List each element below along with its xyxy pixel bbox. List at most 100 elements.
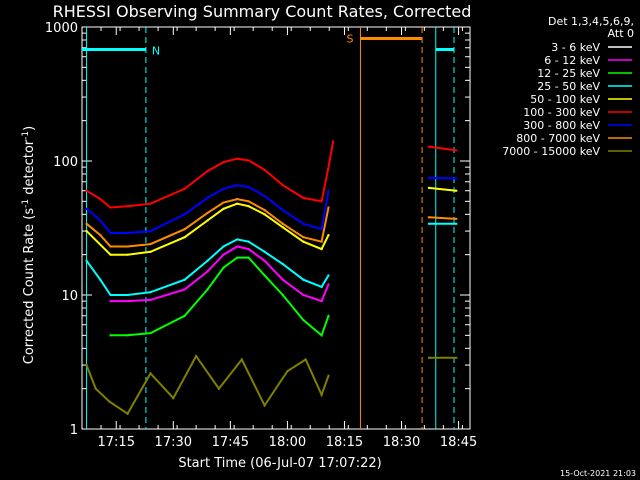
series-line-5 [428, 145, 457, 152]
data-point-8 [217, 387, 220, 390]
data-point-3 [302, 278, 305, 281]
x-tick-label: 17:30 [155, 435, 192, 450]
data-point-2 [302, 319, 305, 322]
data-point-4 [455, 189, 458, 192]
data-point-4 [302, 240, 305, 243]
data-point-3 [222, 245, 225, 248]
data-point-1 [281, 278, 284, 281]
data-point-5 [206, 170, 209, 173]
data-point-7 [281, 222, 284, 225]
data-point-3 [427, 222, 430, 225]
legend-entry-label: 100 - 300 keV [523, 106, 600, 119]
data-point-1 [222, 253, 225, 256]
data-point-3 [281, 263, 284, 266]
x-tick-label: 18:30 [383, 435, 420, 450]
data-point-4 [236, 202, 239, 205]
legend-entry-label: 12 - 25 keV [537, 67, 600, 80]
data-point-4 [126, 253, 129, 256]
data-point-7 [302, 236, 305, 239]
legend-entry-label: 6 - 12 keV [544, 54, 600, 67]
data-point-8 [108, 400, 111, 403]
x-tick-label: 17:45 [212, 435, 249, 450]
data-point-2 [247, 256, 250, 259]
data-point-8 [85, 364, 88, 367]
data-point-7 [327, 206, 330, 209]
data-point-5 [85, 189, 88, 192]
data-point-8 [149, 372, 152, 375]
data-point-2 [327, 314, 330, 317]
data-point-6 [206, 196, 209, 199]
data-point-8 [304, 358, 307, 361]
data-point-3 [206, 259, 209, 262]
data-point-6 [149, 230, 152, 233]
series-line-8 [85, 354, 330, 416]
data-point-8 [286, 370, 289, 373]
data-point-6 [327, 189, 330, 192]
y-tick-label: 100 [53, 155, 78, 170]
data-point-4 [149, 250, 152, 253]
y-axis-label: Corrected Count Rate (s-1 detector-1) [21, 126, 37, 364]
data-point-5 [320, 200, 323, 203]
data-point-3 [247, 240, 250, 243]
data-point-7 [263, 209, 266, 212]
y-tick-label: 10 [61, 289, 78, 304]
data-point-8 [126, 412, 129, 415]
data-point-2 [149, 332, 152, 335]
data-point-4 [85, 230, 88, 233]
data-point-4 [427, 186, 430, 189]
data-point-3 [183, 278, 186, 281]
data-point-4 [183, 236, 186, 239]
data-point-2 [320, 334, 323, 337]
data-point-3 [263, 250, 266, 253]
legend-entry-label: 25 - 50 keV [537, 80, 600, 93]
data-point-6 [455, 177, 458, 180]
data-point-5 [263, 168, 266, 171]
data-point-2 [206, 288, 209, 291]
data-point-0 [281, 323, 284, 326]
y-tick-label: 1000 [45, 21, 78, 36]
data-point-5 [222, 161, 225, 164]
data-point-0 [263, 294, 266, 296]
data-point-3 [109, 294, 112, 296]
data-point-2 [263, 274, 266, 277]
data-point-7 [236, 198, 239, 201]
data-point-7 [85, 222, 88, 225]
data-point-7 [455, 217, 458, 220]
x-tick-label: 17:15 [98, 435, 135, 450]
data-point-5 [149, 202, 152, 205]
data-point-5 [281, 184, 284, 187]
data-point-6 [427, 176, 430, 179]
data-point-4 [206, 219, 209, 222]
svg-text:Corrected Count Rate (s-1 dete: Corrected Count Rate (s-1 detector-1) [21, 126, 37, 364]
data-point-5 [427, 145, 430, 148]
data-point-8 [263, 404, 266, 407]
data-point-6 [183, 213, 186, 216]
data-point-5 [327, 166, 330, 169]
saa-label: S [346, 33, 353, 46]
data-point-1 [109, 300, 112, 303]
x-tick-label: 18:15 [326, 435, 363, 450]
legend-header: Att 0 [608, 27, 634, 40]
data-point-5 [247, 159, 250, 162]
data-point-7 [149, 243, 152, 246]
data-point-3 [320, 285, 323, 288]
data-point-1 [126, 300, 129, 303]
data-point-8 [455, 356, 458, 359]
data-point-5 [109, 206, 112, 209]
data-point-6 [263, 194, 266, 197]
data-point-6 [126, 232, 129, 235]
series-line-2 [110, 256, 330, 337]
data-point-6 [222, 187, 225, 190]
data-point-5 [99, 198, 102, 201]
legend-header: Det 1,3,4,5,6,9, [548, 15, 634, 28]
data-point-7 [183, 228, 186, 231]
data-point-1 [149, 298, 152, 301]
data-point-6 [85, 207, 88, 210]
data-point-0 [222, 294, 225, 296]
data-point-7 [126, 245, 129, 248]
data-point-7 [206, 211, 209, 214]
data-point-4 [263, 213, 266, 216]
plot-frame [81, 26, 471, 430]
data-point-6 [302, 222, 305, 225]
data-point-0 [327, 334, 330, 337]
